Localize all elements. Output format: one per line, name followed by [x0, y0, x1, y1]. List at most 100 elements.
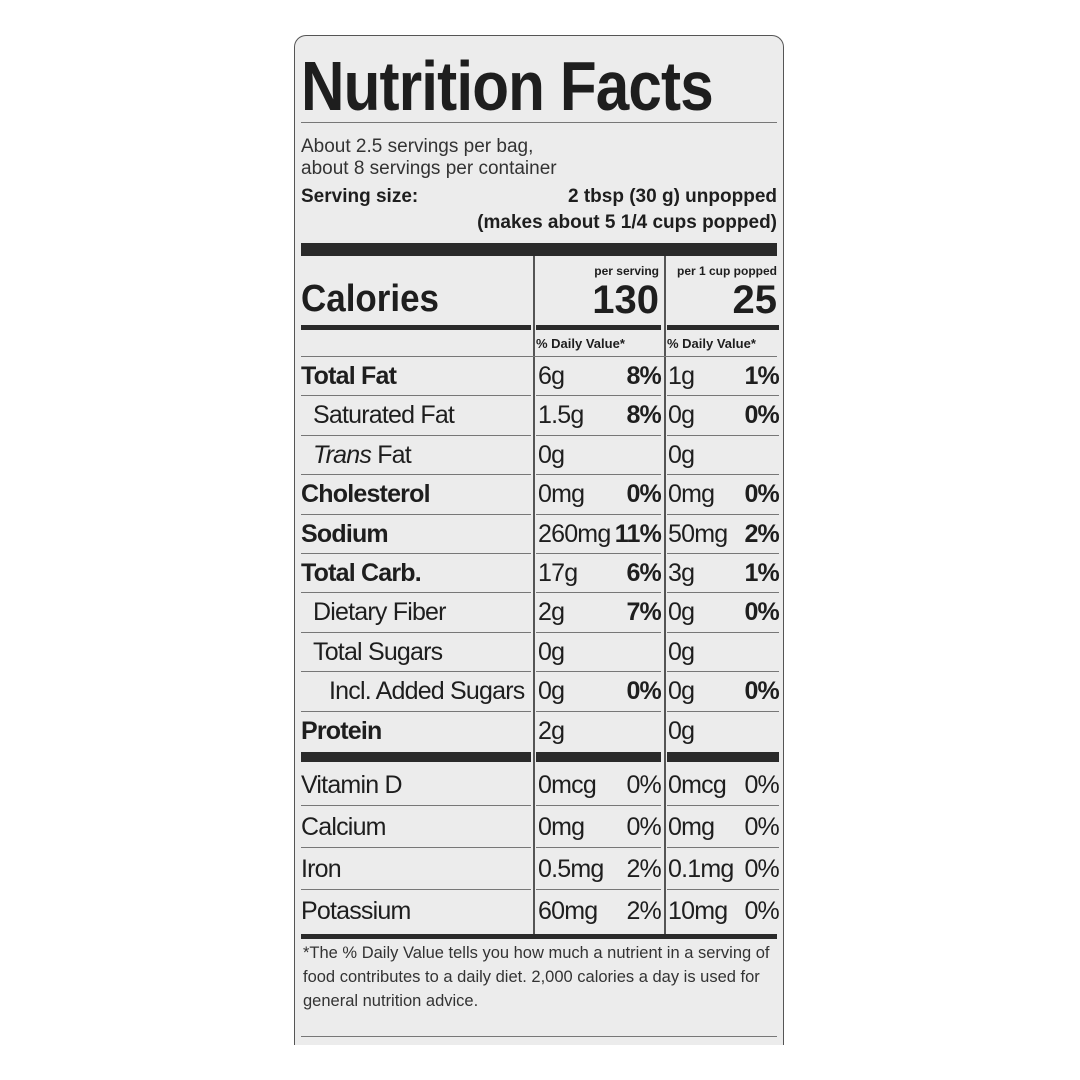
- dv-per-cup: 0%: [744, 855, 779, 883]
- row-divider: [667, 710, 779, 712]
- row-divider: [536, 592, 661, 594]
- dv-per-serving: 7%: [626, 598, 661, 627]
- row-divider: [667, 592, 779, 594]
- nutrient-row: Trans Fat 0g 0g: [295, 436, 785, 476]
- amount-per-cup: 0mcg: [668, 771, 727, 799]
- amount-per-serving: 0.5mg: [538, 855, 604, 883]
- row-divider: [536, 671, 661, 673]
- serving-size-label: Serving size:: [301, 186, 419, 207]
- dv-per-cup: 0%: [744, 598, 779, 627]
- servings-info: About 2.5 servings per bag, about 8 serv…: [301, 136, 557, 180]
- row-divider: [667, 474, 779, 476]
- nutrient-name: Calcium: [301, 813, 387, 841]
- amount-per-serving: 1.5g: [538, 401, 584, 430]
- amount-per-cup: 0g: [668, 637, 695, 666]
- row-divider: [536, 434, 661, 436]
- amount-per-cup: 0g: [668, 401, 695, 430]
- serving-size-note: (makes about 5 1/4 cups popped): [477, 212, 777, 233]
- daily-value-header: % Daily Value*: [536, 336, 625, 351]
- column-header-per-serving: per serving: [594, 264, 659, 278]
- row-divider: [667, 631, 779, 633]
- row-divider: [667, 513, 779, 515]
- row-divider: [301, 395, 531, 397]
- nutrition-facts-panel: Nutrition Facts About 2.5 servings per b…: [294, 35, 784, 1045]
- footnote: *The % Daily Value tells you how much a …: [303, 944, 770, 1010]
- dv-per-serving: 0%: [626, 480, 661, 509]
- row-divider: [301, 552, 531, 554]
- amount-per-cup: 0g: [668, 677, 695, 706]
- row-divider: [536, 513, 661, 515]
- column-divider: [664, 256, 666, 936]
- row-divider: [536, 552, 661, 554]
- row-divider: [667, 552, 779, 554]
- divider: [301, 356, 777, 357]
- calories-label: Calories: [301, 278, 439, 320]
- row-divider: [667, 889, 779, 890]
- dv-per-serving: 0%: [626, 771, 661, 799]
- dv-per-cup: 2%: [744, 519, 779, 548]
- amount-per-serving: 0g: [538, 677, 565, 706]
- amount-per-serving: 0g: [538, 637, 565, 666]
- nutrient-name: Sodium: [301, 519, 389, 548]
- row-divider: [301, 805, 531, 806]
- nutrient-name: Iron: [301, 855, 342, 883]
- row-divider: [301, 513, 531, 515]
- nutrient-row: Sodium 260mg 11% 50mg 2%: [295, 515, 785, 554]
- row-divider: [536, 889, 661, 890]
- nutrient-row: Protein 2g 0g: [295, 712, 785, 751]
- dv-per-serving: 2%: [626, 855, 661, 883]
- dv-per-serving: 0%: [626, 677, 661, 706]
- row-divider: [536, 631, 661, 633]
- calories-divider: [536, 325, 661, 330]
- row-divider: [301, 631, 531, 633]
- amount-per-serving: 0mcg: [538, 771, 597, 799]
- nutrient-name: Potassium: [301, 897, 411, 925]
- nutrient-row: Potassium 60mg 2% 10mg 0%: [295, 890, 785, 932]
- amount-per-serving: 0g: [538, 440, 565, 469]
- protein-divider: [667, 752, 779, 762]
- servings-per-bag: About 2.5 servings per bag,: [301, 136, 534, 157]
- dv-per-cup: 0%: [744, 480, 779, 509]
- nutrient-row: Cholesterol 0mg 0% 0mg 0%: [295, 475, 785, 515]
- amount-per-cup: 3g: [668, 559, 695, 587]
- amount-per-cup: 0g: [668, 716, 695, 745]
- amount-per-serving: 0mg: [538, 480, 585, 509]
- amount-per-cup: 0mg: [668, 480, 715, 509]
- row-divider: [536, 474, 661, 476]
- nutrient-name: Protein: [301, 716, 382, 745]
- calories-divider: [301, 325, 531, 330]
- amount-per-serving: 0mg: [538, 813, 585, 841]
- dv-per-cup: 0%: [744, 813, 779, 841]
- row-divider: [536, 847, 661, 848]
- row-divider: [301, 592, 531, 594]
- thick-divider: [301, 243, 777, 256]
- amount-per-cup: 0g: [668, 598, 695, 627]
- nutrient-name: Saturated Fat: [313, 401, 455, 430]
- nutrient-name: Cholesterol: [301, 480, 431, 509]
- nutrient-row: Total Sugars 0g 0g: [295, 633, 785, 673]
- nutrient-name: Dietary Fiber: [313, 598, 447, 627]
- nutrient-row: Vitamin D 0mcg 0% 0mcg 0%: [295, 764, 785, 806]
- row-divider: [667, 671, 779, 673]
- row-divider: [301, 710, 531, 712]
- protein-divider: [536, 752, 661, 762]
- nutrient-name: Vitamin D: [301, 771, 403, 799]
- amount-per-cup: 0.1mg: [668, 855, 734, 883]
- daily-value-header: % Daily Value*: [667, 336, 756, 351]
- amount-per-serving: 17g: [538, 559, 578, 587]
- nutrient-name: Total Fat: [301, 362, 397, 390]
- nutrient-name: Total Sugars: [313, 637, 443, 666]
- dv-per-cup: 0%: [744, 771, 779, 799]
- serving-size-value: 2 tbsp (30 g) unpopped: [568, 186, 777, 207]
- dv-per-serving: 0%: [626, 813, 661, 841]
- amount-per-cup: 50mg: [668, 519, 728, 548]
- row-divider: [301, 889, 531, 890]
- row-divider: [667, 395, 779, 397]
- nutrient-row: Calcium 0mg 0% 0mg 0%: [295, 806, 785, 848]
- amount-per-serving: 2g: [538, 598, 565, 627]
- amount-per-cup: 1g: [668, 362, 695, 390]
- nutrient-name: Incl. Added Sugars: [329, 677, 525, 706]
- nutrient-row: Saturated Fat 1.5g 8% 0g 0%: [295, 396, 785, 436]
- row-divider: [536, 805, 661, 806]
- nutrient-name: Trans Fat: [313, 440, 412, 469]
